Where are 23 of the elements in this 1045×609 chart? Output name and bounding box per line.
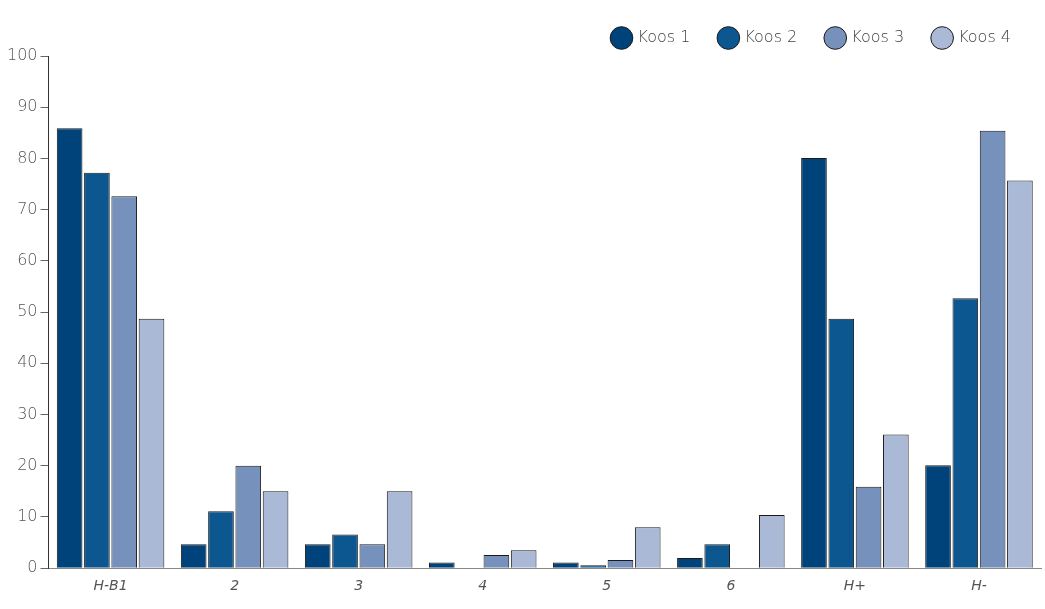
y-tick-label: 40 bbox=[17, 352, 38, 372]
x-tick-label: 6 bbox=[726, 577, 736, 594]
x-tick-label: H+ bbox=[843, 577, 867, 594]
legend-label: Koos 1 bbox=[637, 27, 691, 47]
y-tick-label: 60 bbox=[17, 250, 38, 270]
x-tick-label: 4 bbox=[478, 577, 488, 594]
legend-label: Koos 4 bbox=[958, 27, 1011, 47]
x-tick-label: 3 bbox=[354, 577, 364, 594]
x-tick-label: 5 bbox=[602, 577, 612, 594]
y-tick-label: 70 bbox=[17, 198, 38, 218]
x-tick-label: H-B1 bbox=[93, 577, 128, 594]
y-tick-label: 20 bbox=[17, 454, 38, 474]
y-tick-label: 10 bbox=[17, 506, 38, 526]
x-tick-label: H- bbox=[971, 577, 987, 594]
y-tick-label: 90 bbox=[17, 96, 38, 116]
legend-label: Koos 3 bbox=[851, 27, 905, 47]
y-tick-label: 30 bbox=[17, 403, 38, 423]
x-tick-label: 2 bbox=[230, 577, 240, 594]
legend-label: Koos 2 bbox=[744, 27, 798, 47]
y-tick-label: 80 bbox=[17, 147, 38, 167]
y-tick-label: 100 bbox=[6, 45, 38, 65]
y-tick-label: 50 bbox=[17, 301, 38, 321]
y-tick-label: 0 bbox=[27, 557, 38, 577]
